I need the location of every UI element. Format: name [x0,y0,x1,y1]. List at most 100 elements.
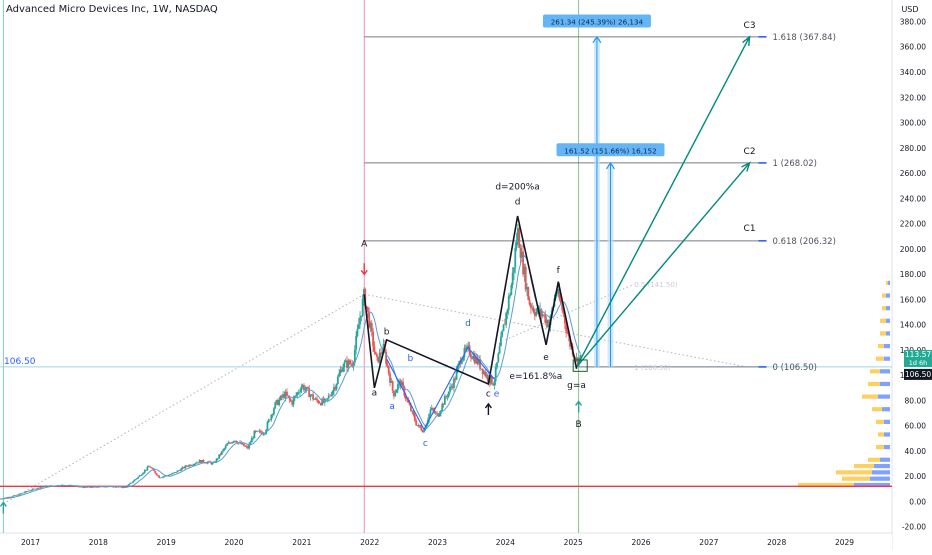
candle-body [339,369,342,374]
candle-body [515,241,518,248]
candle-body [30,490,33,491]
candle-body [557,288,560,294]
candle-body [424,428,427,431]
candle-body [43,485,46,487]
candle-body [181,467,184,469]
candle-body [329,395,331,397]
candle-body [78,486,81,488]
candle-body [25,491,27,493]
candle-body [299,391,301,393]
moving-average-line [0,254,581,500]
candle-body [288,396,291,400]
candle-body [160,477,163,479]
dotted-trendline [3,293,365,505]
candle-body [269,419,271,421]
candle-body [81,486,84,488]
volume-profile-bar-up [870,369,880,374]
candle-body [419,425,421,428]
price-tick-label: 200.00 [900,245,926,254]
candle-body [159,477,162,479]
candle-body [520,251,523,258]
candle-body [527,287,530,301]
candle-body [363,289,365,300]
candle-body [136,478,138,480]
time-tick-label: 2024 [496,538,515,547]
candle-body [507,296,510,310]
candle-body [476,357,479,364]
candle-body [369,323,372,328]
candle-body [256,430,258,432]
candle-body [421,430,424,433]
candle-body [438,413,441,417]
candle-body [202,459,205,463]
candle-body [387,366,390,374]
candle-body [456,365,459,371]
target-projection-line [576,162,751,368]
candle-body [447,391,450,397]
candle-body [386,364,389,367]
time-tick-label: 2018 [89,538,108,547]
candle-body [158,475,161,478]
candle-body [558,288,561,300]
candle-body [420,427,423,431]
candle-body [17,494,20,496]
price-tick-label: 260.00 [900,169,926,178]
candle-body [232,441,235,443]
candle-body [193,463,196,465]
candle-body [70,485,73,487]
candle-body [46,485,48,487]
volume-profile-bar-down [872,470,890,475]
volume-profile-bar-down [878,394,890,399]
volume-profile-bar-up [842,476,870,481]
candle-body [546,320,549,327]
candle-body [506,309,509,313]
candle-body [423,430,425,433]
price-tick-label: 300.00 [900,119,926,128]
candle-body [381,352,384,355]
reference-lines: 106.50 0 (106.50) 0.618 (206.32) 1 (268.02)… [0,0,892,533]
candle-body [396,384,399,390]
price-tick-label: 240.00 [900,194,926,203]
candle-body [10,496,13,498]
price-tick-label: 360.00 [900,43,926,52]
candle-body [262,433,265,435]
candle-body [563,314,566,324]
candle-body [579,354,582,358]
candle-body [48,485,51,487]
candle-body [254,430,257,432]
candle-body [295,395,298,397]
candle-body [455,370,458,380]
price-tick-label: 20.00 [905,472,927,481]
candle-body [543,314,545,316]
candle-body [240,442,243,445]
volume-profile-bar-up [798,482,854,488]
candle-body [408,402,411,405]
candle-body [415,420,418,426]
candle-body [306,387,309,389]
candle-body [115,487,117,488]
wave-label: d [465,319,471,329]
candle-body [510,284,513,295]
candle-body [509,294,511,297]
candle-body [138,475,141,477]
candle-body [261,432,264,435]
candle-body [501,331,504,337]
volume-profile-bar-up [878,432,884,437]
elliott-wave-blue [386,346,495,431]
volume-profile-bar-down [886,306,890,311]
candle-body [412,410,415,415]
volume-profile-bar-up [882,306,886,311]
wave-label: C3 [744,21,756,31]
price-axis-unit: USD [901,5,918,14]
candle-body [536,308,539,313]
wave-label: e [494,390,500,400]
candle-body [129,482,132,485]
candle-body [218,454,221,459]
candle-body [139,475,142,476]
candle-body [560,299,562,304]
measure-label: 261.34 (245.39%) 26,134 [551,17,644,26]
candle-body [274,402,277,409]
faint-fib-label: 1 (106.50) [634,364,671,372]
